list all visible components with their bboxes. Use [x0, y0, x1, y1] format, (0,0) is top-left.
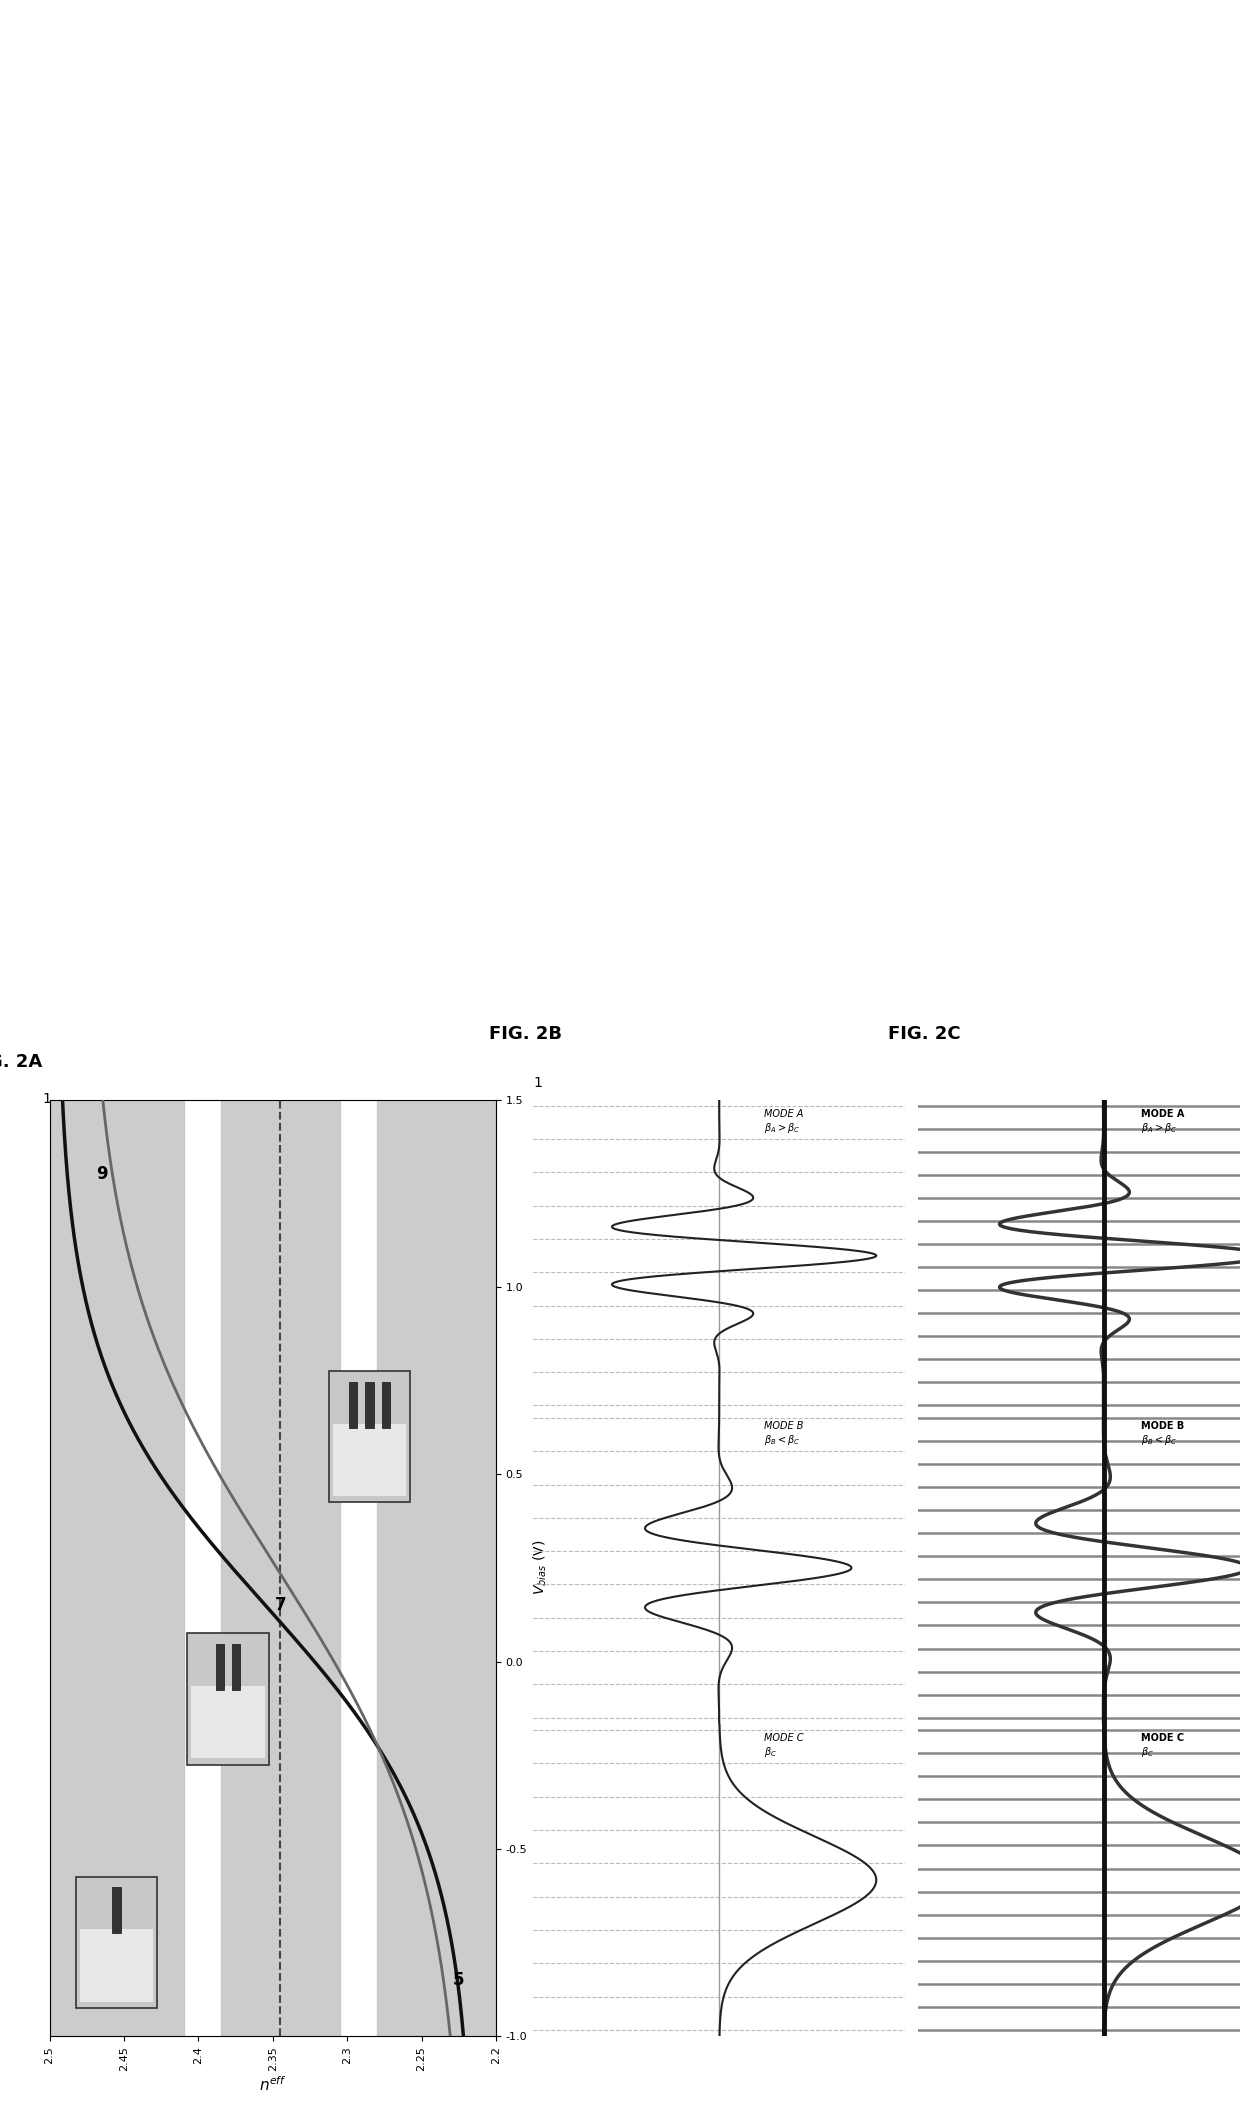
Bar: [76, 1877, 157, 2009]
Y-axis label: $V_{bias}$ (V): $V_{bias}$ (V): [532, 1540, 549, 1595]
Bar: [232, 1644, 241, 1690]
Bar: [366, 1381, 373, 1427]
X-axis label: $n^{eff}$: $n^{eff}$: [259, 2074, 286, 2093]
Bar: [377, 1099, 496, 2036]
Text: 7: 7: [274, 1597, 286, 1614]
Text: FIG. 2C: FIG. 2C: [888, 1024, 961, 1044]
Bar: [348, 1381, 357, 1427]
Bar: [329, 1370, 410, 1502]
Bar: [221, 1099, 340, 2036]
Bar: [50, 1099, 184, 2036]
Bar: [187, 1633, 269, 1765]
Bar: [216, 1644, 224, 1690]
Text: 1: 1: [533, 1075, 542, 1090]
Text: FIG. 2B: FIG. 2B: [489, 1024, 562, 1044]
Bar: [79, 1930, 154, 2002]
Bar: [191, 1686, 265, 1758]
Bar: [332, 1423, 407, 1495]
Text: 1: 1: [42, 1092, 51, 1105]
Text: 5: 5: [453, 1970, 465, 1989]
Text: FIG. 2A: FIG. 2A: [0, 1054, 42, 1071]
Bar: [113, 1888, 120, 1934]
Text: 9: 9: [95, 1164, 108, 1184]
Bar: [382, 1381, 389, 1427]
